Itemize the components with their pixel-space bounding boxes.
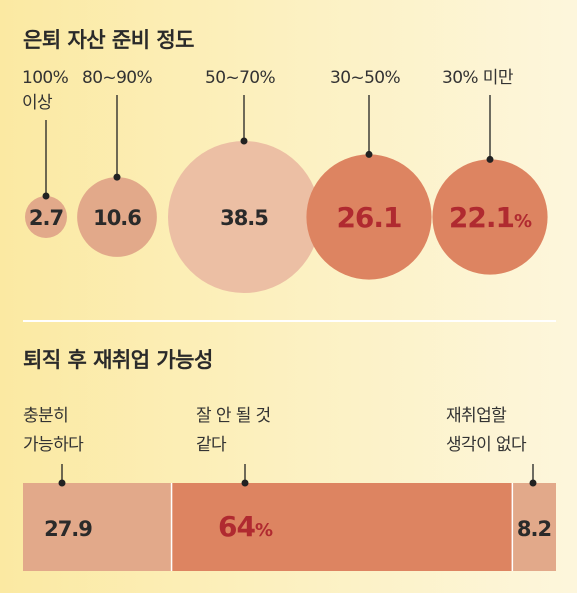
- bar-category-label: 같다: [196, 435, 227, 455]
- bubble-leader-dot: [113, 173, 121, 181]
- bar-segment-0: [23, 483, 172, 571]
- bar-leader-dot: [241, 479, 249, 487]
- bar-category-label: 충분히: [23, 406, 68, 426]
- bubble-leader-dot: [365, 150, 373, 158]
- bubble-0: [25, 196, 67, 238]
- bar-segment-2: [512, 483, 556, 571]
- bar-leader-dot: [58, 479, 66, 487]
- bubble-value-label: 26.1: [336, 201, 401, 234]
- bar-value-label: 27.9: [44, 517, 92, 541]
- bar-category-label: 생각이 없다: [446, 435, 527, 455]
- bar-segment-1: [171, 483, 513, 571]
- bubble-chart: 100% 이상 2.7 80~90% 10.6 50~70% 38.5 30~50% 26.1 3…: [22, 68, 548, 293]
- bubble-value-label: 10.6: [93, 206, 141, 230]
- percent-unit: %: [514, 211, 532, 232]
- bubble-leader-dot: [42, 192, 50, 200]
- bubble-category-label: 100%: [22, 68, 69, 88]
- bubble-category-label: 50~70%: [205, 68, 276, 88]
- bubble-leader-dot: [486, 155, 494, 163]
- bubble-category-label: 30~50%: [330, 68, 401, 88]
- bar-category-label: 재취업할: [446, 406, 507, 426]
- bar-value-label: 8.2: [517, 517, 551, 541]
- bubble-value-label: 2.7: [29, 206, 63, 230]
- bubble-2: [168, 141, 320, 293]
- chart-title-reemployment: 퇴직 후 재취업 가능성: [23, 348, 213, 372]
- bubble-4: [432, 159, 548, 275]
- bubble-category-label: 80~90%: [82, 68, 153, 88]
- chart-title-retirement-assets: 은퇴 자산 준비 정도: [23, 28, 194, 52]
- bubble-3: [306, 154, 432, 280]
- bubble-value-label: 38.5: [220, 206, 268, 230]
- bar-leader-dot: [529, 479, 537, 487]
- bar-category-label: 가능하다: [23, 435, 84, 455]
- bubble-category-label: 이상: [22, 93, 53, 113]
- bar-value-label: 64%: [218, 510, 273, 543]
- bubble-leader-dot: [240, 137, 248, 145]
- percent-unit: %: [255, 520, 273, 541]
- bubble-1: [77, 177, 157, 257]
- bar-category-label: 잘 안 될 것: [196, 406, 271, 426]
- bubble-category-label: 30% 미만: [442, 68, 514, 88]
